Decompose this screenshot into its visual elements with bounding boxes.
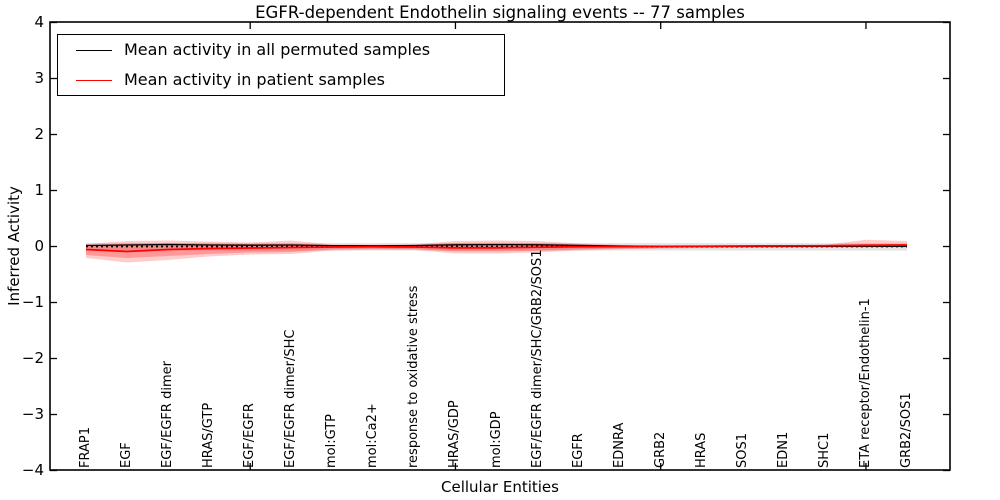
- x-tick-label: response to oxidative stress: [406, 285, 422, 468]
- x-axis-label: Cellular Entities: [441, 478, 559, 496]
- x-tick-label: EDN1: [775, 431, 791, 468]
- x-tick-label: mol:Ca2+: [365, 403, 381, 468]
- y-tick-label: −4: [21, 460, 44, 479]
- y-tick-label: −1: [21, 292, 44, 311]
- x-tick-label: EGFR: [570, 433, 586, 468]
- x-tick-label: EGF/EGFR dimer: [160, 361, 176, 468]
- x-tick-label: mol:GTP: [324, 414, 340, 468]
- legend-item-label: Mean activity in patient samples: [124, 70, 385, 89]
- legend-item-label: Mean activity in all permuted samples: [124, 40, 431, 59]
- x-tick-label: HRAS/GTP: [201, 402, 217, 468]
- x-tick-label: EGF: [119, 442, 135, 468]
- x-tick-label: SHC1: [816, 432, 832, 468]
- y-tick-label: 1: [34, 180, 44, 199]
- mean-patient-line: [85, 244, 908, 253]
- y-tick-label: 0: [34, 236, 44, 255]
- x-tick-label: GRB2/SOS1: [899, 392, 914, 468]
- x-tick-label: EGF/EGFR dimer/SHC/GRB2/SOS1: [529, 249, 545, 469]
- x-tick-label: HRAS: [693, 432, 709, 468]
- x-tick-label: EDNRA: [611, 422, 627, 468]
- x-tick-label: EGF/EGFR dimer/SHC: [283, 329, 299, 468]
- x-tick-label: mol:GDP: [488, 411, 504, 468]
- y-tick-label: 3: [34, 68, 44, 87]
- x-tick-label: HRAS/GDP: [447, 400, 463, 468]
- legend-item-permuted: Mean activity in all permuted samples: [58, 36, 504, 66]
- x-tick-label: EGF/EGFR: [242, 403, 258, 468]
- legend-item-patient: Mean activity in patient samples: [58, 66, 504, 96]
- x-tick-label: GRB2: [652, 431, 668, 468]
- legend-line-patient-icon: [76, 80, 112, 81]
- y-tick-label: 2: [34, 124, 44, 143]
- y-tick-label: 4: [34, 12, 44, 31]
- x-tick-label: FRAP1: [78, 427, 93, 468]
- x-tick-label: ETA receptor/Endothelin-1: [857, 298, 873, 468]
- x-tick-label: SOS1: [734, 432, 750, 468]
- chart-title: EGFR-dependent Endothelin signaling even…: [255, 3, 745, 22]
- legend-line-permuted-icon: [76, 50, 112, 51]
- legend: Mean activity in all permuted samples Me…: [57, 34, 505, 96]
- y-tick-label: −3: [21, 404, 44, 423]
- y-tick-label: −2: [21, 348, 44, 367]
